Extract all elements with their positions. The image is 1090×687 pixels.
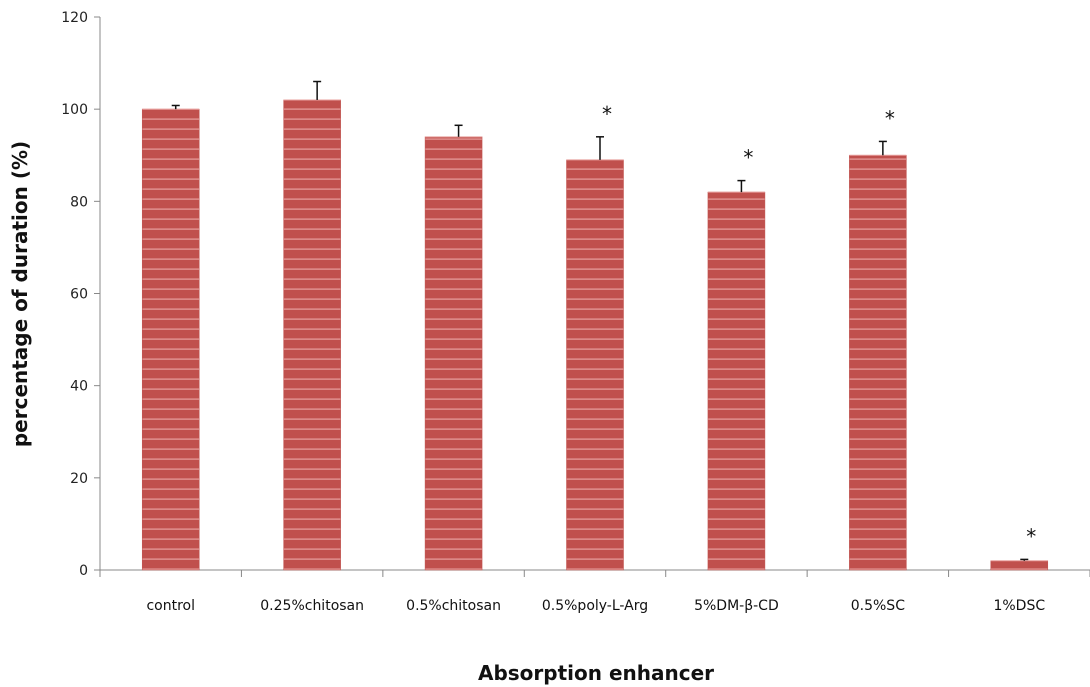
bar: [566, 159, 624, 571]
y-tick-label: 120: [61, 10, 88, 26]
bar: [849, 155, 907, 571]
y-axis-title: percentage of duration (%): [8, 141, 32, 447]
bar: [707, 191, 766, 571]
error-bars: [171, 80, 1029, 561]
y-axis: 0 20 40 60 80 100 120: [61, 10, 101, 579]
bar: [141, 108, 200, 571]
x-tick-label: 0.25%chitosan: [260, 598, 364, 614]
x-axis-title: Absorption enhancer: [478, 661, 714, 685]
bars: [141, 99, 1049, 571]
bar: [990, 560, 1049, 571]
significance-star: *: [1026, 524, 1036, 548]
bar: [424, 136, 483, 571]
significance-markers: * * * *: [602, 102, 1036, 549]
significance-star: *: [885, 106, 895, 130]
significance-star: *: [602, 102, 612, 126]
y-tick-label: 60: [70, 287, 88, 303]
x-axis: control 0.25%chitosan 0.5%chitosan 0.5%poly…: [99, 569, 1090, 614]
x-tick-label: 5%DM-β-CD: [694, 598, 779, 614]
x-tick-label: 0.5%poly-L-Arg: [542, 598, 648, 614]
x-tick-label: 0.5%SC: [851, 598, 905, 614]
bar: [283, 99, 341, 571]
x-tick-label: 0.5%chitosan: [406, 598, 501, 614]
y-tick-label: 20: [70, 471, 88, 487]
significance-star: *: [743, 146, 753, 170]
x-tick-label: 1%DSC: [993, 598, 1045, 614]
x-tick-label: control: [146, 598, 195, 614]
y-tick-label: 80: [70, 194, 88, 210]
y-tick-label: 100: [61, 102, 88, 118]
y-tick-label: 40: [70, 379, 88, 395]
y-tick-label: 0: [79, 563, 88, 579]
